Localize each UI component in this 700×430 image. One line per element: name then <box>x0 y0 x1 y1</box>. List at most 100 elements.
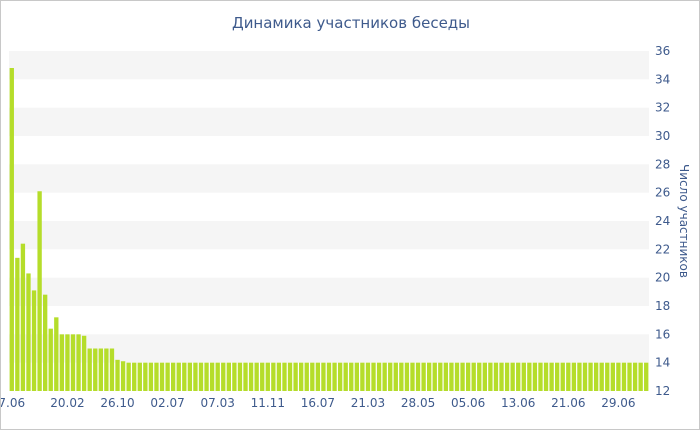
bar[interactable] <box>577 362 582 391</box>
bar[interactable] <box>560 362 565 391</box>
bar[interactable] <box>365 362 371 391</box>
bar[interactable] <box>376 362 382 391</box>
bar[interactable] <box>87 348 92 392</box>
bar[interactable] <box>193 362 198 391</box>
bar[interactable] <box>349 362 354 391</box>
bar[interactable] <box>148 362 154 391</box>
bar[interactable] <box>243 362 248 391</box>
bar[interactable] <box>215 362 220 391</box>
bar[interactable] <box>404 362 410 391</box>
bar[interactable] <box>276 362 282 391</box>
bar[interactable] <box>521 362 526 391</box>
bar[interactable] <box>393 362 398 391</box>
bar[interactable] <box>171 362 176 391</box>
bar[interactable] <box>421 362 426 391</box>
bar[interactable] <box>165 362 170 391</box>
bar[interactable] <box>321 362 326 391</box>
bar[interactable] <box>621 362 627 391</box>
bar[interactable] <box>354 362 359 391</box>
bar[interactable] <box>282 362 287 391</box>
bar[interactable] <box>516 362 521 391</box>
bar[interactable] <box>532 362 538 391</box>
bar[interactable] <box>326 362 332 391</box>
bar[interactable] <box>93 348 98 392</box>
bar[interactable] <box>65 334 70 391</box>
bar[interactable] <box>571 362 577 391</box>
bar[interactable] <box>638 362 643 391</box>
bar[interactable] <box>104 348 109 392</box>
bar[interactable] <box>477 362 482 391</box>
bar[interactable] <box>427 362 432 391</box>
bar[interactable] <box>493 362 499 391</box>
bar[interactable] <box>504 362 510 391</box>
bar[interactable] <box>632 362 638 391</box>
bar[interactable] <box>460 362 465 391</box>
bar[interactable] <box>538 362 543 391</box>
bar[interactable] <box>454 362 460 391</box>
bar[interactable] <box>555 362 560 391</box>
bar[interactable] <box>599 362 604 391</box>
bar[interactable] <box>471 362 476 391</box>
bar[interactable] <box>226 362 231 391</box>
bar[interactable] <box>48 328 53 391</box>
bar[interactable] <box>159 362 165 391</box>
bar[interactable] <box>549 362 554 391</box>
bar[interactable] <box>293 362 298 391</box>
bar[interactable] <box>310 362 315 391</box>
bar[interactable] <box>343 362 348 391</box>
bar[interactable] <box>488 362 493 391</box>
bar[interactable] <box>443 362 449 391</box>
bar[interactable] <box>198 362 204 391</box>
bar[interactable] <box>410 362 415 391</box>
bar[interactable] <box>399 362 404 391</box>
bar[interactable] <box>81 335 87 391</box>
bar[interactable] <box>271 362 276 391</box>
bar[interactable] <box>465 362 471 391</box>
bar[interactable] <box>582 362 588 391</box>
bar[interactable] <box>438 362 443 391</box>
bar[interactable] <box>126 362 131 391</box>
bar[interactable] <box>265 362 270 391</box>
bar[interactable] <box>59 334 65 391</box>
bar[interactable] <box>254 362 259 391</box>
bar[interactable] <box>415 362 421 391</box>
bar[interactable] <box>176 362 181 391</box>
bar[interactable] <box>37 191 42 391</box>
bar[interactable] <box>605 362 610 391</box>
bar[interactable] <box>360 362 365 391</box>
bar[interactable] <box>115 359 120 391</box>
bar[interactable] <box>248 362 254 391</box>
bar[interactable] <box>616 362 621 391</box>
bar[interactable] <box>482 362 487 391</box>
bar[interactable] <box>287 362 293 391</box>
bar[interactable] <box>120 361 126 391</box>
bar[interactable] <box>337 362 343 391</box>
bar[interactable] <box>627 362 632 391</box>
bar[interactable] <box>543 362 549 391</box>
bar[interactable] <box>593 362 599 391</box>
bar[interactable] <box>76 334 81 391</box>
bar[interactable] <box>610 362 615 391</box>
bar[interactable] <box>432 362 437 391</box>
bar[interactable] <box>20 243 26 391</box>
bar[interactable] <box>221 362 226 391</box>
bar[interactable] <box>70 334 76 391</box>
bar[interactable] <box>9 68 14 391</box>
bar[interactable] <box>588 362 593 391</box>
bar[interactable] <box>132 362 137 391</box>
bar[interactable] <box>143 362 148 391</box>
bar[interactable] <box>371 362 376 391</box>
bar[interactable] <box>299 362 304 391</box>
bar[interactable] <box>644 362 649 391</box>
bar[interactable] <box>237 362 243 391</box>
bar[interactable] <box>182 362 187 391</box>
bar[interactable] <box>527 362 532 391</box>
bar[interactable] <box>109 348 115 392</box>
bar[interactable] <box>54 317 59 391</box>
bar[interactable] <box>98 348 103 392</box>
bar[interactable] <box>154 362 159 391</box>
bar[interactable] <box>388 362 393 391</box>
bar[interactable] <box>15 257 20 391</box>
bar[interactable] <box>26 273 31 391</box>
bar[interactable] <box>232 362 237 391</box>
